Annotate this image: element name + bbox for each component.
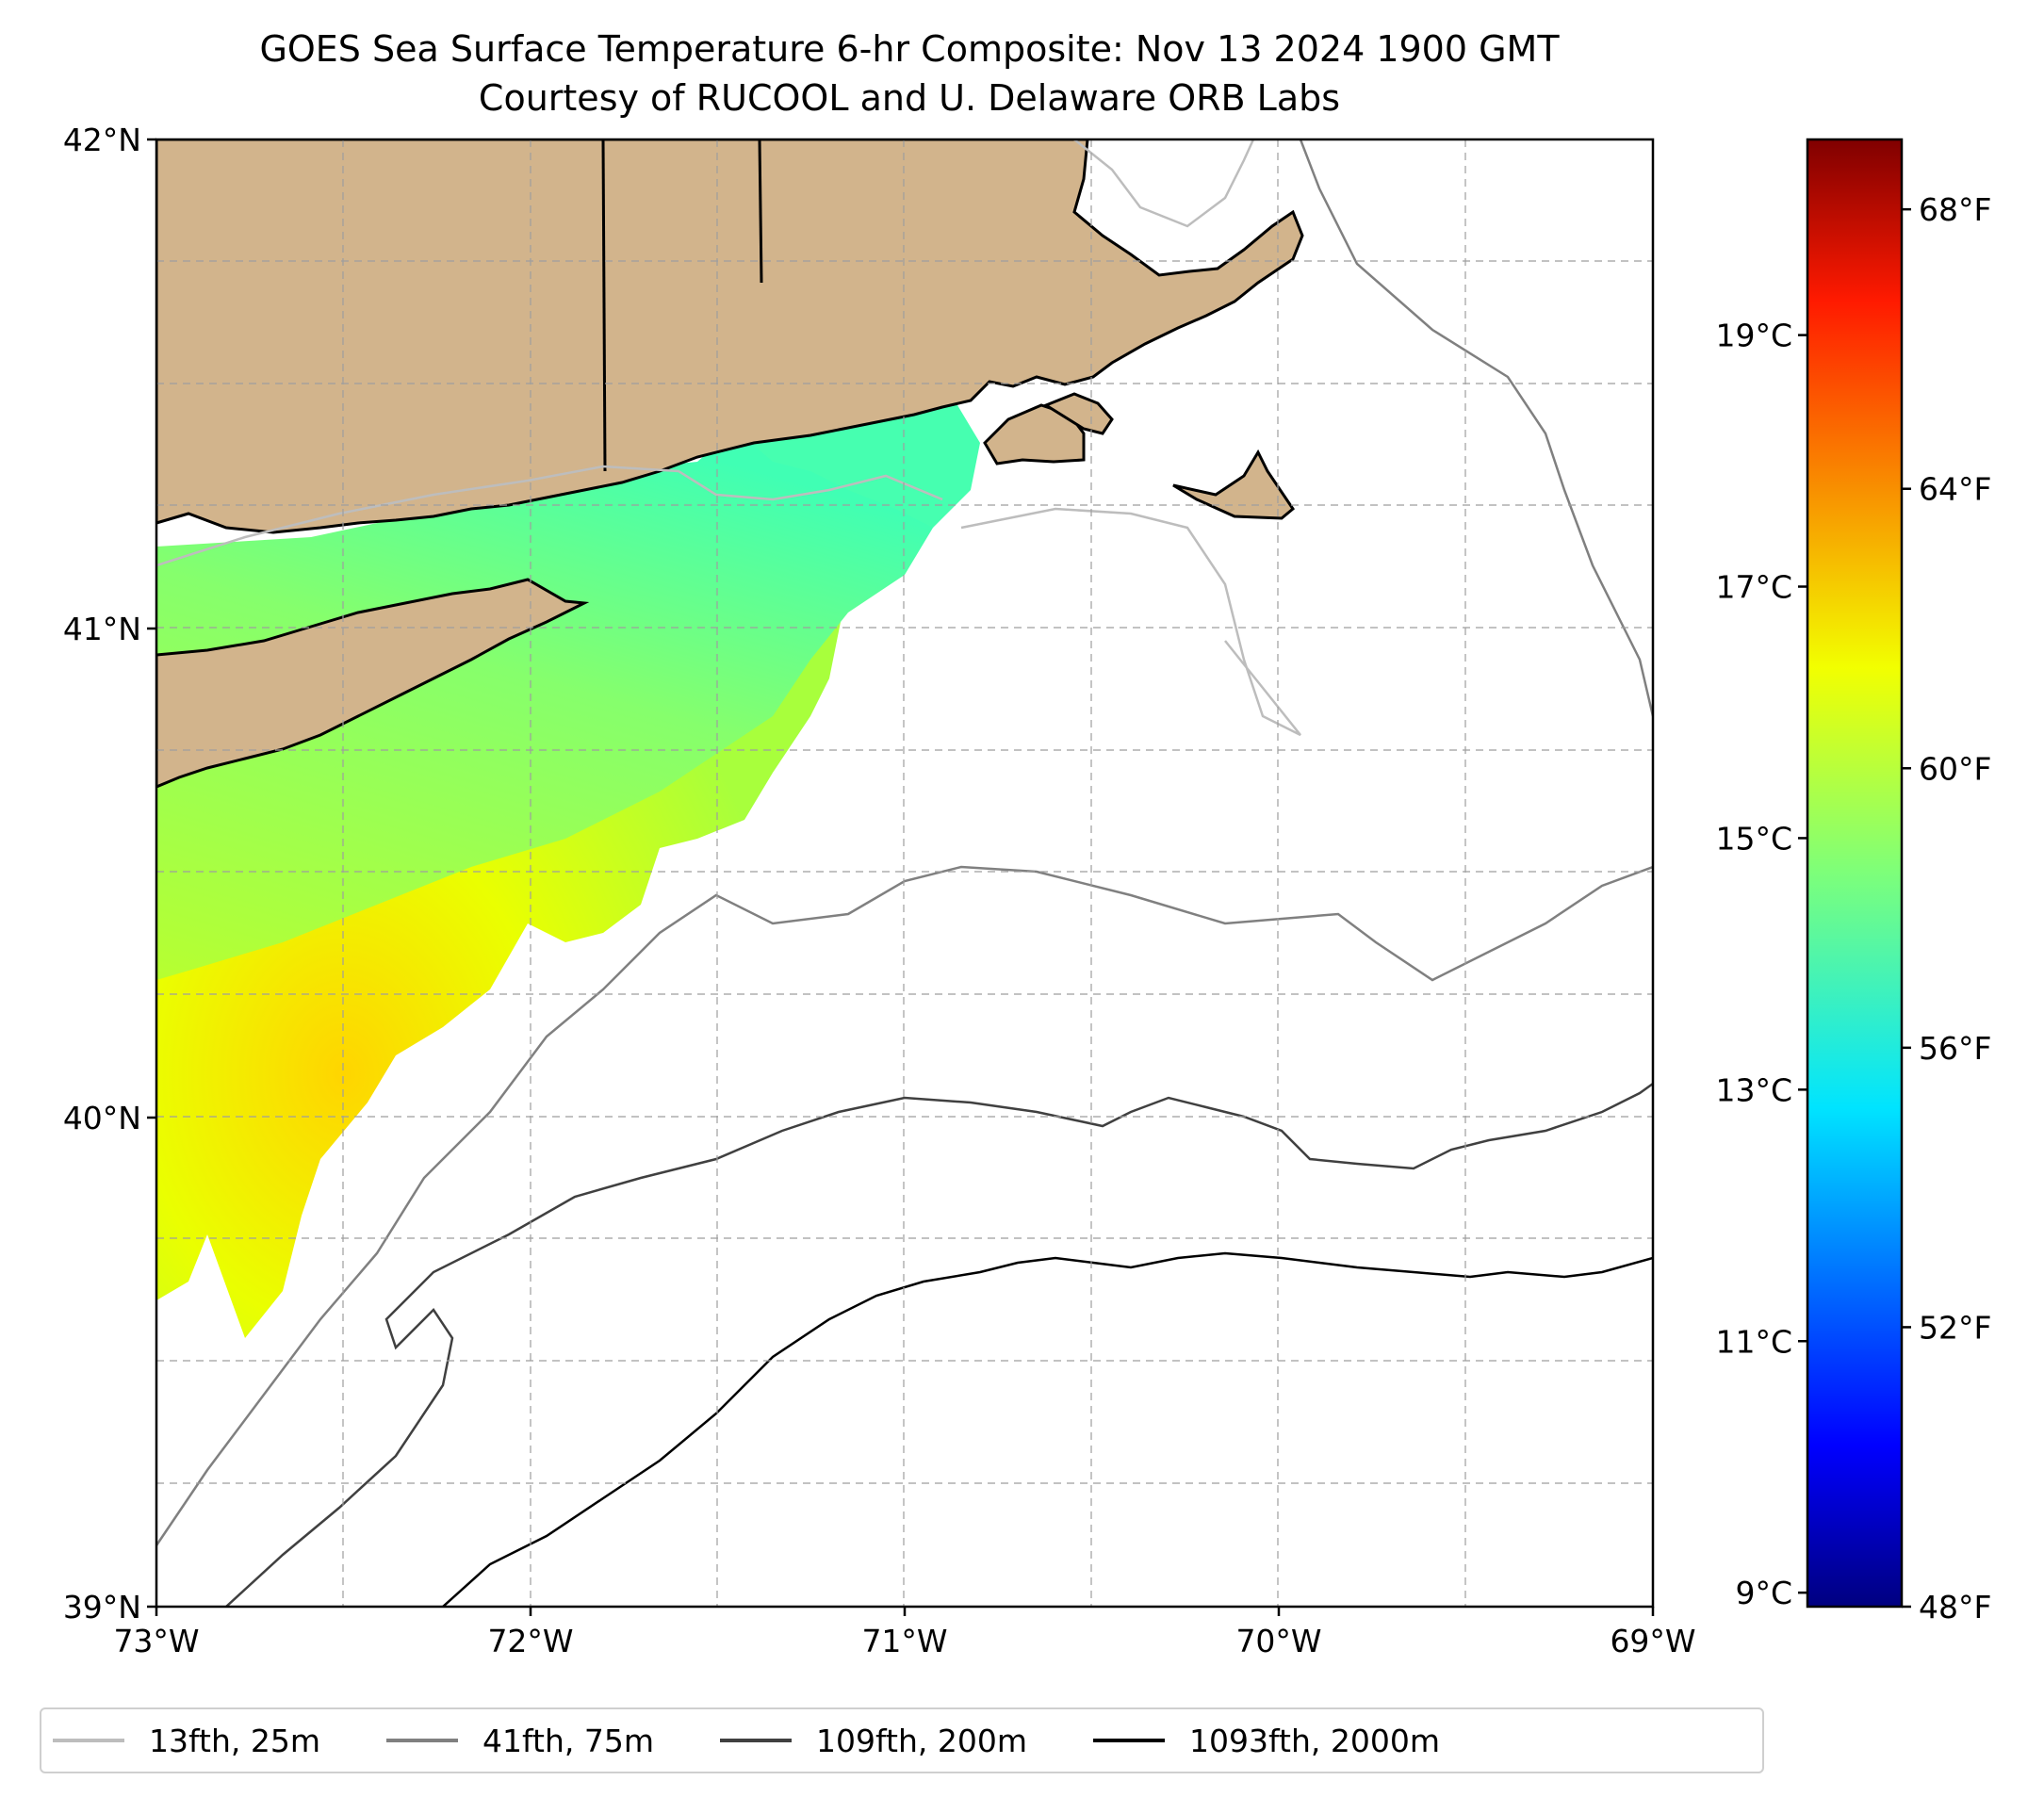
legend-line-25m [53,1739,124,1742]
land-long-island [156,578,590,789]
celsius-tick-label: 19°C [1715,318,1792,354]
celsius-tick-label: 13°C [1715,1071,1792,1108]
legend-line-75m [386,1739,458,1742]
lat-tick-label: 40°N [63,1100,141,1136]
colorbar-fahrenheit-axis: 48°F 52°F 56°F 60°F 64°F 68°F [1902,191,1991,1625]
depth-legend: 13fth, 25m 41fth, 75m 109fth, 200m 1093f… [40,1707,1764,1773]
fahrenheit-tick-label: 60°F [1919,750,1991,787]
celsius-tick-label: 9°C [1735,1575,1792,1611]
longitude-axis: 73°W 72°W 71°W 70°W 69°W [113,1607,1696,1659]
lon-tick-label: 70°W [1235,1623,1321,1659]
fahrenheit-tick-label: 56°F [1919,1030,1991,1067]
map-subtitle: Courtesy of RUCOOL and U. Delaware ORB L… [478,77,1341,119]
legend-label: 13fth, 25m [149,1722,320,1759]
lon-tick-label: 72°W [487,1623,573,1659]
legend-label: 109fth, 200m [816,1722,1027,1759]
land-new-england [156,139,1304,534]
lat-tick-label: 41°N [63,611,141,647]
colorbar [1806,138,1904,1609]
sst-field-north [156,391,971,980]
contour-75m [156,139,1653,1546]
fahrenheit-tick-label: 48°F [1919,1589,1991,1625]
land-nantucket [1172,449,1296,520]
legend-line-200m [720,1739,792,1742]
map-title: GOES Sea Surface Temperature 6-hr Compos… [259,28,1560,70]
lat-tick-label: 39°N [63,1589,141,1625]
lat-tick-label: 42°N [63,122,141,158]
land-block-island [983,403,1086,466]
state-border-ct-ri [601,139,607,472]
legend-label: 1093fth, 2000m [1189,1722,1440,1759]
celsius-tick-label: 15°C [1715,820,1792,857]
latitude-axis: 42°N 41°N 40°N 39°N [63,122,156,1625]
fahrenheit-tick-label: 64°F [1919,471,1991,508]
colorbar-celsius-axis: 9°C 11°C 13°C 15°C 17°C 19°C [1715,318,1807,1611]
legend-label: 41fth, 75m [482,1722,654,1759]
contour-2000m [442,1251,1653,1607]
legend-item-2000m: 1093fth, 2000m [1093,1723,1440,1759]
land-marthas-vineyard [1042,392,1114,435]
legend-item-25m: 13fth, 25m [53,1723,320,1759]
lon-tick-label: 73°W [113,1623,199,1659]
legend-item-200m: 109fth, 200m [720,1723,1027,1759]
contour-25m [156,139,1301,737]
celsius-tick-label: 17°C [1715,569,1792,606]
fahrenheit-tick-label: 52°F [1919,1309,1991,1346]
legend-line-2000m [1093,1739,1165,1742]
contour-200m [225,1082,1653,1607]
fahrenheit-tick-label: 68°F [1919,191,1991,228]
legend-item-75m: 41fth, 75m [386,1723,654,1759]
state-border-ri-ma [758,139,763,284]
lon-tick-label: 69°W [1610,1623,1695,1659]
lon-tick-label: 71°W [861,1623,947,1659]
celsius-tick-label: 11°C [1715,1323,1792,1360]
